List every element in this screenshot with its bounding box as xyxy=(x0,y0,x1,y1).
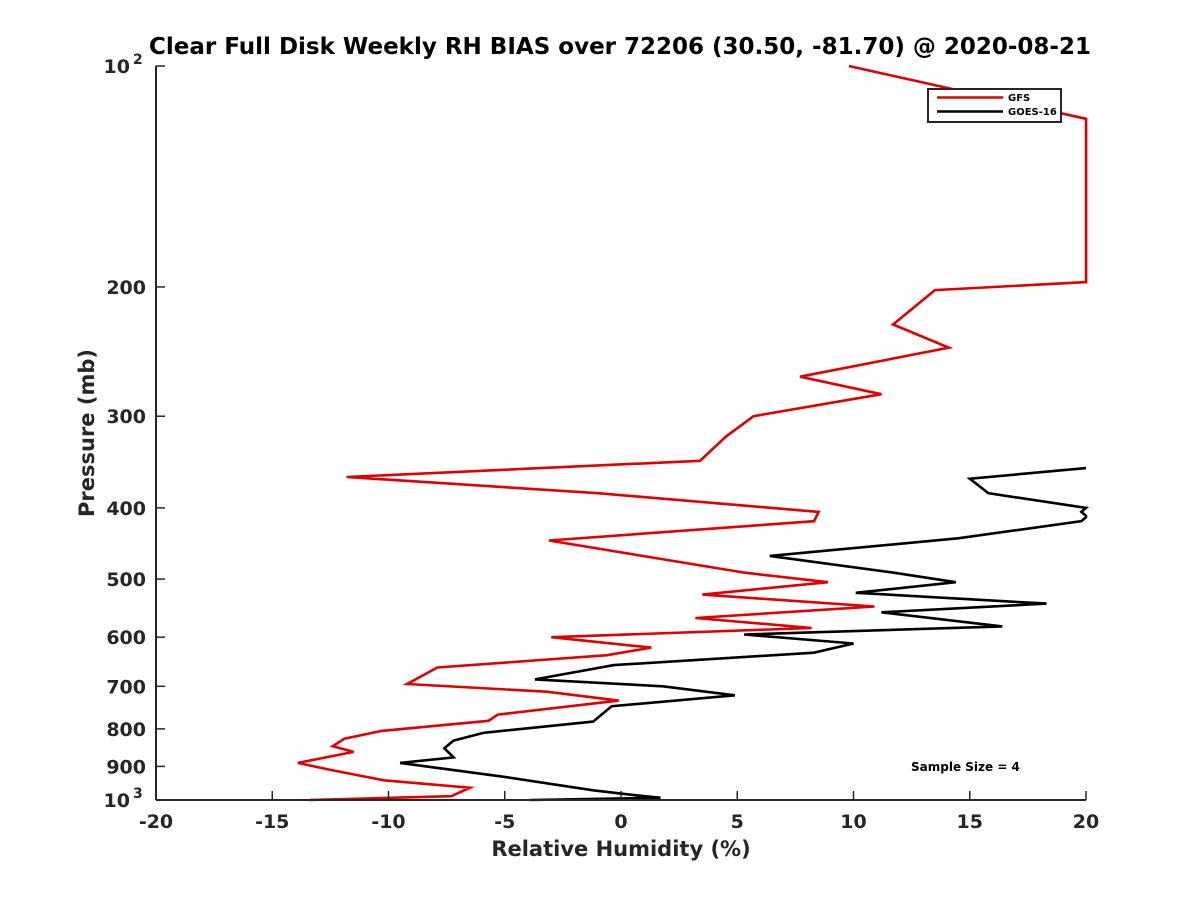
y-axis-title: Pressure (mb) xyxy=(75,349,99,517)
y-tick-label: 10 xyxy=(104,56,130,78)
x-tick-label: 5 xyxy=(731,811,744,833)
y-tick-label: 200 xyxy=(106,277,146,299)
x-axis-title: Relative Humidity (%) xyxy=(491,837,750,861)
y-tick-label: 900 xyxy=(106,756,146,778)
x-ticks: -20 -15 -10 -5 0 5 10 15 20 xyxy=(139,791,1099,833)
legend-label-gfs: GFS xyxy=(1008,93,1030,104)
y-tick-label: 600 xyxy=(106,627,146,649)
legend-box xyxy=(927,88,1062,123)
legend: GFS GOES-16 xyxy=(927,88,1062,123)
x-tick-label: -15 xyxy=(255,811,289,833)
y-tick-label: 700 xyxy=(106,676,146,698)
x-tick-label: 15 xyxy=(957,811,983,833)
series-line-goes-16 xyxy=(399,466,1090,802)
x-tick-label: 20 xyxy=(1073,811,1099,833)
x-tick-label: 0 xyxy=(614,811,627,833)
y-tick-label: 400 xyxy=(106,498,146,520)
y-tick-label: 500 xyxy=(106,569,146,591)
x-tick-label: 10 xyxy=(840,811,866,833)
chart-title: Clear Full Disk Weekly RH BIAS over 7220… xyxy=(149,34,1091,60)
plot-lines xyxy=(297,64,1090,802)
series-line-gfs xyxy=(297,64,1088,802)
y-tick-exponent: 3 xyxy=(133,786,143,802)
sample-size-annotation: Sample Size = 4 xyxy=(911,760,1020,774)
legend-label-goes-16: GOES-16 xyxy=(1008,107,1057,118)
y-tick-label: 10 xyxy=(104,790,130,812)
y-tick-exponent: 2 xyxy=(133,52,143,68)
x-tick-label: -10 xyxy=(371,811,405,833)
x-tick-label: -20 xyxy=(139,811,173,833)
axes xyxy=(155,66,1086,801)
x-tick-label: -5 xyxy=(494,811,515,833)
y-tick-label: 300 xyxy=(106,406,146,428)
y-tick-label: 800 xyxy=(106,719,146,741)
